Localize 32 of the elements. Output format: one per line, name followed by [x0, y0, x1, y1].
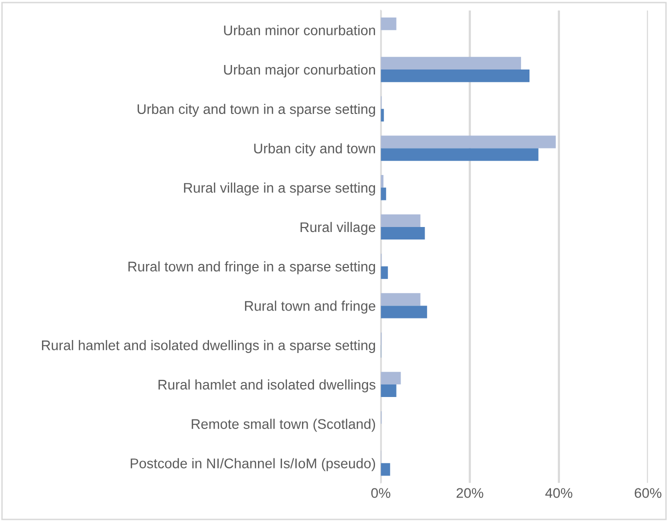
bar [380, 188, 386, 200]
y-tick-label: Rural town and fringe in a sparse setting [128, 261, 376, 274]
y-tick-label: Remote small town (Scotland) [192, 418, 376, 432]
y-tick-label: Rural village [300, 222, 376, 235]
bar [380, 214, 420, 227]
bar [380, 226, 425, 240]
bar [380, 108, 384, 122]
y-tick-label: Urban city and town [254, 143, 376, 156]
y-tick-label: Postcode in NI/Channel Is/IoM (pseudo) [130, 458, 376, 472]
bar [380, 136, 556, 148]
y-tick-label: Rural hamlet and isolated dwellings [158, 379, 376, 392]
y-tick-label: Rural village in a sparse setting [184, 182, 376, 196]
bar [380, 384, 396, 398]
bar [380, 148, 538, 161]
x-tick-label: 40% [545, 488, 572, 498]
bar [380, 463, 390, 476]
bar [380, 18, 396, 30]
bar [380, 306, 428, 318]
y-tick-label: Urban city and town in a sparse setting [138, 104, 376, 117]
x-tick-label: 0% [371, 488, 390, 498]
y-tick-label: Rural hamlet and isolated dwellings in a sparse setting [42, 340, 376, 353]
bar [380, 266, 388, 279]
bar [380, 174, 384, 188]
x-tick-label: 20% [456, 488, 484, 498]
bar [380, 372, 401, 384]
bar [380, 293, 420, 306]
bar [380, 56, 522, 70]
bar [380, 69, 530, 82]
y-tick-label: Urban minor conurbation [224, 25, 376, 36]
y-tick-label: Rural town and fringe [245, 300, 376, 314]
x-tick-label: 60% [634, 488, 662, 498]
y-tick-label: Urban major conurbation [224, 64, 376, 78]
